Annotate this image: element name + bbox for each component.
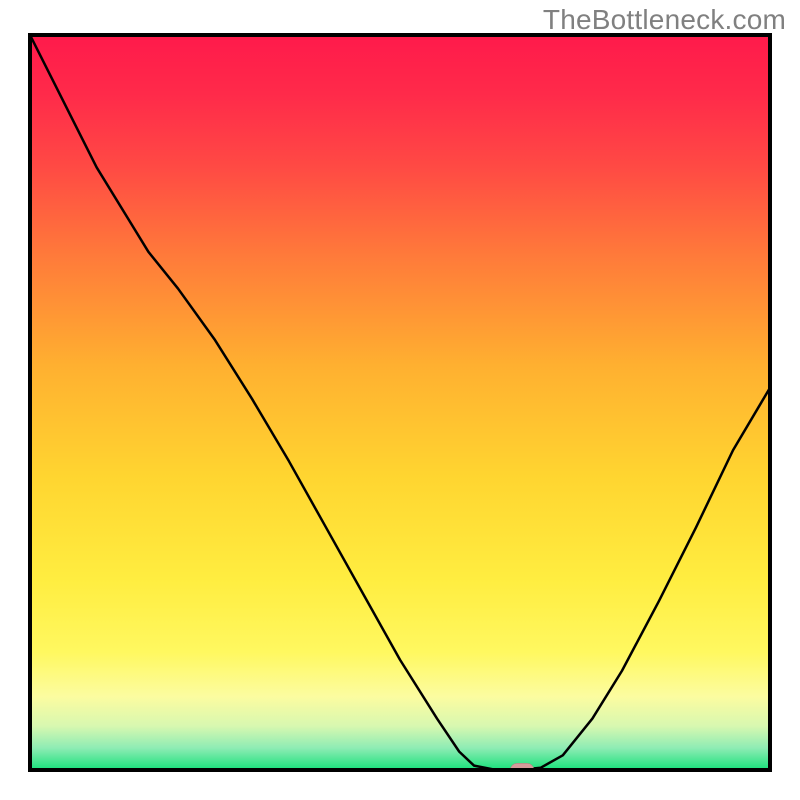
bottleneck-chart — [0, 0, 800, 800]
chart-canvas: TheBottleneck.com — [0, 0, 800, 800]
